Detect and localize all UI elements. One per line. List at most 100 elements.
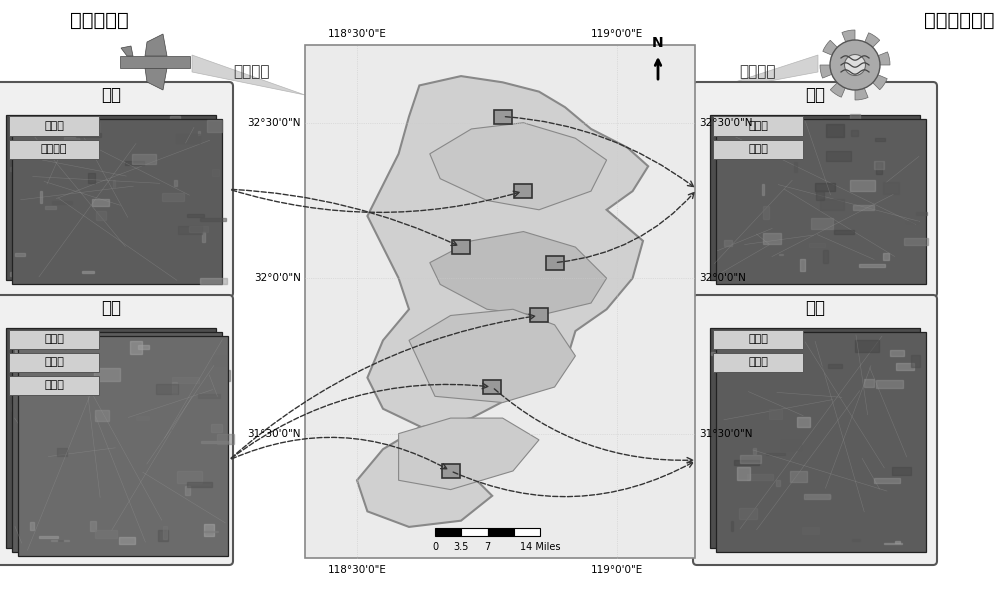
Polygon shape [753,448,756,454]
Polygon shape [10,167,17,171]
Text: 源域数据集: 源域数据集 [70,11,129,30]
Polygon shape [40,191,42,203]
Text: 7: 7 [484,542,491,552]
Polygon shape [841,225,856,227]
Polygon shape [62,520,86,532]
Polygon shape [430,123,607,210]
Polygon shape [212,169,219,176]
Polygon shape [158,491,168,501]
Bar [713,139,803,159]
Polygon shape [801,119,822,124]
Polygon shape [96,211,106,219]
Polygon shape [203,489,218,494]
Polygon shape [883,253,889,260]
Polygon shape [822,426,842,437]
Polygon shape [800,259,805,271]
Wedge shape [855,52,890,65]
Polygon shape [815,183,835,191]
Polygon shape [837,409,854,419]
Bar [6,115,216,280]
Polygon shape [125,160,144,165]
Polygon shape [852,368,877,371]
Polygon shape [755,194,770,198]
Polygon shape [859,264,885,267]
Polygon shape [45,425,64,434]
Polygon shape [769,409,782,419]
Polygon shape [884,543,902,544]
Polygon shape [903,209,916,221]
Polygon shape [882,444,902,455]
Polygon shape [163,526,167,539]
Polygon shape [142,473,157,481]
Wedge shape [842,30,855,65]
Polygon shape [167,497,182,505]
Polygon shape [850,180,875,191]
Text: 目标域数据集: 目标域数据集 [924,11,995,30]
Polygon shape [875,138,885,140]
Polygon shape [776,480,780,486]
Polygon shape [779,254,783,255]
Polygon shape [83,122,99,133]
Polygon shape [200,218,226,221]
Bar [483,380,501,394]
Polygon shape [57,456,78,460]
Text: 郊区: 郊区 [101,299,121,317]
Polygon shape [747,474,773,480]
Polygon shape [739,508,757,519]
Polygon shape [52,395,61,396]
Polygon shape [823,455,830,467]
Polygon shape [807,453,818,455]
Polygon shape [73,191,97,196]
Polygon shape [12,404,22,411]
Polygon shape [172,353,181,355]
Polygon shape [155,377,159,382]
Polygon shape [855,340,879,352]
Polygon shape [895,198,915,210]
Wedge shape [820,65,855,78]
Bar [6,328,216,548]
Polygon shape [31,430,34,441]
Bar [120,56,190,68]
Bar [488,528,514,536]
Polygon shape [141,373,156,381]
Polygon shape [72,431,92,437]
Polygon shape [796,122,818,128]
Polygon shape [176,135,200,143]
Polygon shape [132,154,156,164]
Polygon shape [792,158,815,166]
Polygon shape [768,165,780,167]
Polygon shape [161,337,176,342]
Polygon shape [126,124,142,125]
Bar [9,352,99,372]
Polygon shape [794,401,820,410]
Polygon shape [906,221,918,224]
Polygon shape [201,441,228,442]
FancyBboxPatch shape [0,295,233,565]
Polygon shape [898,175,919,177]
Polygon shape [94,371,117,372]
Wedge shape [855,65,887,90]
Polygon shape [731,521,733,531]
Text: 城区: 城区 [805,86,825,104]
Polygon shape [66,494,93,500]
Polygon shape [876,162,882,174]
Polygon shape [158,530,168,540]
Polygon shape [794,162,797,172]
Polygon shape [906,543,916,545]
Polygon shape [49,145,73,154]
Bar [12,332,222,552]
Polygon shape [724,240,732,246]
Polygon shape [119,537,135,543]
Polygon shape [183,399,196,402]
Polygon shape [172,382,177,394]
Polygon shape [804,494,830,499]
Polygon shape [15,340,28,352]
Polygon shape [156,384,178,394]
Polygon shape [143,211,159,213]
Polygon shape [823,250,828,263]
Polygon shape [192,384,211,393]
Polygon shape [811,366,826,372]
Text: 城区: 城区 [101,86,121,104]
Polygon shape [868,374,883,378]
Polygon shape [753,418,763,429]
